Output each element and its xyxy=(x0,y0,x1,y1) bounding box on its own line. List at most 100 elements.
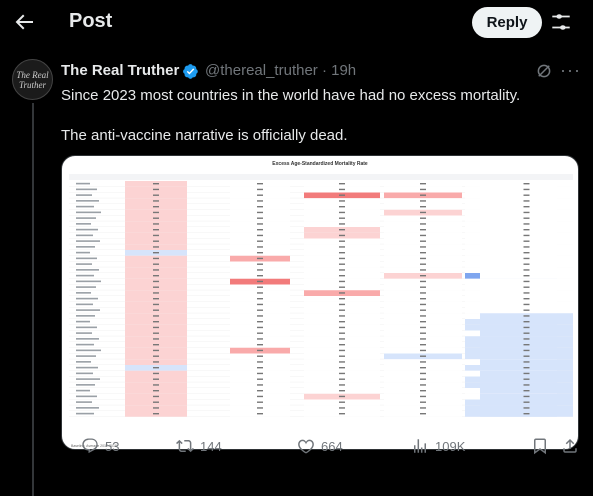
share-icon[interactable] xyxy=(561,437,579,455)
country-label xyxy=(76,274,94,277)
cell-value xyxy=(523,263,530,265)
heart-icon xyxy=(298,439,314,454)
cell-value xyxy=(257,269,263,271)
cell-value xyxy=(153,223,159,225)
card-title: Excess Age-Standardized Mortality Rate xyxy=(272,161,368,167)
country-label xyxy=(76,407,99,409)
country-label xyxy=(76,286,96,288)
cell-value xyxy=(153,378,159,380)
cell-value xyxy=(523,315,530,317)
cell-value xyxy=(257,183,263,185)
cell-value xyxy=(257,217,263,219)
bookmark-icon[interactable] xyxy=(531,437,549,455)
cell-value xyxy=(339,234,345,237)
cell-value xyxy=(523,298,530,300)
cell-value xyxy=(257,344,263,346)
reply-button[interactable]: Reply xyxy=(472,7,542,38)
cell-value xyxy=(257,349,263,352)
cell-value xyxy=(257,355,263,357)
more-options-icon[interactable]: ··· xyxy=(560,60,581,80)
cell-value xyxy=(257,200,263,202)
cell-value xyxy=(523,349,530,352)
cell-value xyxy=(153,390,159,392)
cell-value xyxy=(153,286,159,288)
cell-value xyxy=(257,338,263,340)
cell-value xyxy=(420,298,426,300)
cell-value xyxy=(257,275,263,277)
cell-value xyxy=(339,344,345,346)
post-text-line-2: The anti-vaccine narrative is officially… xyxy=(61,127,348,144)
cell-value xyxy=(153,349,159,352)
cell-value xyxy=(339,183,345,185)
repost-action[interactable]: 144 xyxy=(176,436,222,456)
cell-value xyxy=(523,292,530,294)
cell-value xyxy=(257,326,263,329)
cell-value xyxy=(257,384,263,386)
country-label xyxy=(76,246,95,248)
cell-value xyxy=(339,240,345,242)
views-action[interactable]: 109K xyxy=(411,436,465,456)
cell-value xyxy=(420,395,426,398)
attached-image-card[interactable]: Baseline: Average 2017-2019 Excess Age-S… xyxy=(61,155,579,450)
country-label xyxy=(76,361,91,363)
cell-value xyxy=(420,367,426,369)
cell-value xyxy=(153,200,159,202)
cell-value xyxy=(339,263,345,265)
cell-value xyxy=(420,188,426,191)
cell-value xyxy=(257,332,263,334)
cell-value xyxy=(420,361,426,363)
sliders-icon[interactable] xyxy=(550,11,572,33)
author-name[interactable]: The Real Truther xyxy=(61,62,180,79)
country-label xyxy=(76,349,101,352)
cell-value xyxy=(523,280,530,283)
cell-value xyxy=(153,315,159,317)
cell-value xyxy=(339,315,345,317)
reply-action[interactable]: 53 xyxy=(81,436,119,456)
cell-value xyxy=(153,252,159,254)
country-label xyxy=(76,223,91,225)
cell-value xyxy=(153,395,159,398)
thread-line xyxy=(32,103,34,496)
cell-value xyxy=(420,200,426,202)
cell-value xyxy=(257,223,263,225)
cell-value xyxy=(257,407,263,409)
country-label xyxy=(76,326,97,329)
cell-value xyxy=(420,349,426,352)
author-handle[interactable]: @thereal_truther · 19h xyxy=(205,62,357,79)
cell-value xyxy=(339,217,345,219)
country-label xyxy=(76,343,94,346)
cell-value xyxy=(523,326,530,329)
cell-value xyxy=(420,372,426,375)
cell-value xyxy=(257,315,263,317)
cell-value xyxy=(339,372,345,375)
cell-value xyxy=(420,309,426,311)
cell-value xyxy=(523,390,530,392)
page-title: Post xyxy=(69,10,113,32)
country-label xyxy=(76,332,92,334)
cell-value xyxy=(257,286,263,288)
cell-value xyxy=(153,188,159,191)
back-arrow-icon[interactable] xyxy=(12,10,36,34)
cell-value xyxy=(257,252,263,254)
cell-value xyxy=(420,217,426,219)
cell-value xyxy=(257,401,263,403)
country-label xyxy=(76,366,98,369)
cell-value xyxy=(339,349,345,352)
cell-value xyxy=(523,413,530,415)
cell-value xyxy=(339,223,345,225)
cell-value xyxy=(523,367,530,369)
like-action[interactable]: 664 xyxy=(297,436,343,456)
avatar[interactable]: The Real Truther xyxy=(12,59,53,100)
cell-value xyxy=(523,361,530,363)
post-text: Since 2023 most countries in the world h… xyxy=(61,86,581,146)
country-label xyxy=(76,395,97,398)
verified-badge-icon xyxy=(183,64,198,79)
grok-icon[interactable] xyxy=(535,62,553,80)
cell-value xyxy=(257,257,263,260)
post-text-line-1: Since 2023 most countries in the world h… xyxy=(61,87,521,104)
cell-value xyxy=(420,338,426,340)
cell-value xyxy=(153,326,159,329)
cell-value xyxy=(339,303,345,306)
cell-value xyxy=(339,229,345,231)
cell-value xyxy=(420,315,426,317)
